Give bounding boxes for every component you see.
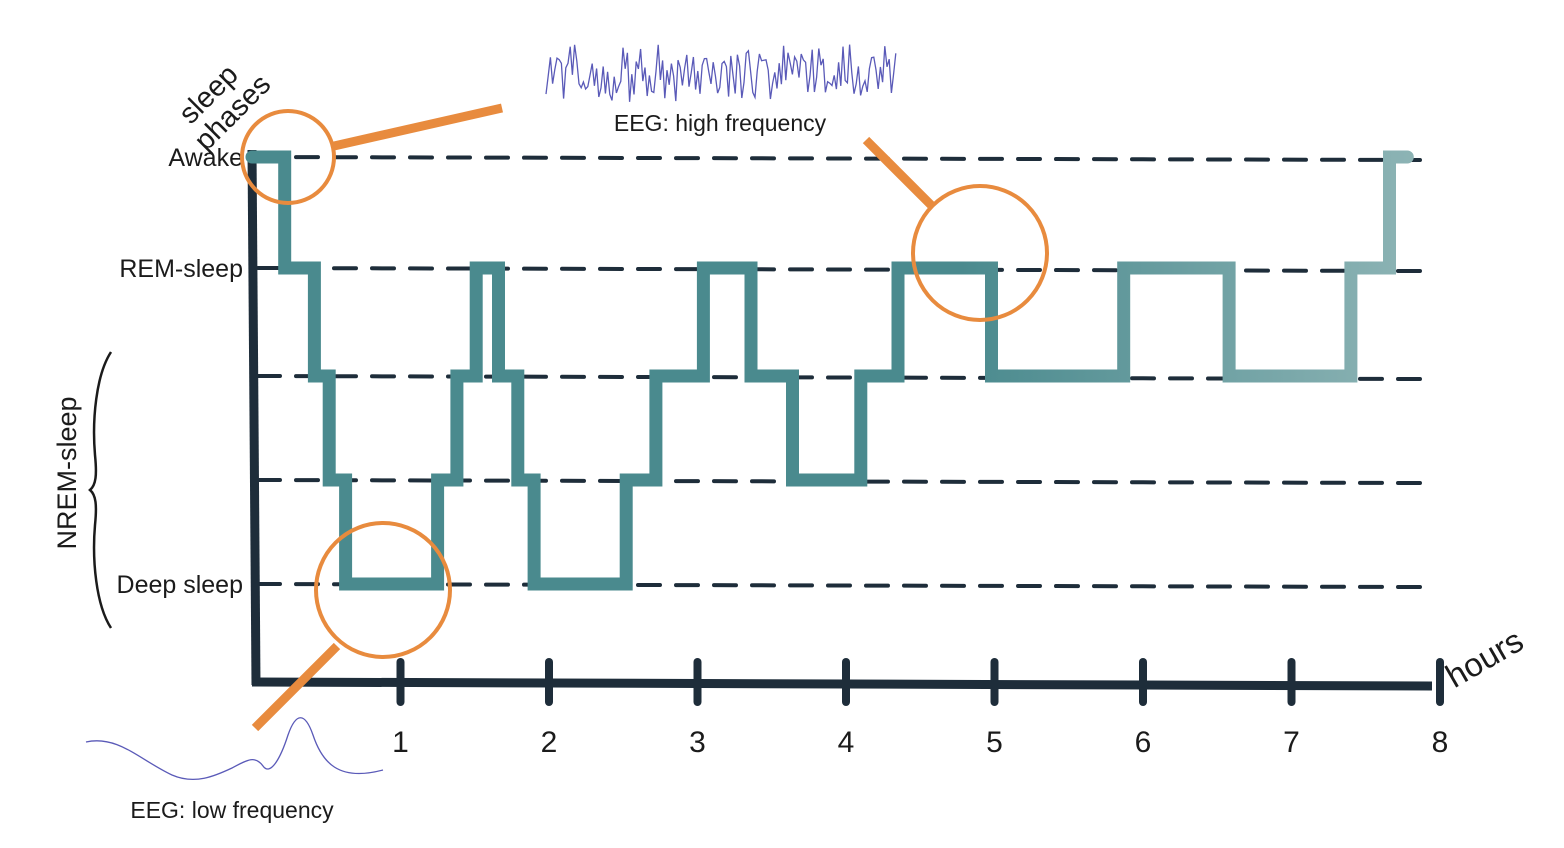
x-tick-label: 5: [986, 726, 1003, 759]
x-tick-label: 4: [838, 726, 855, 759]
hypnogram-line: [245, 150, 1414, 591]
x-tick-label: 2: [541, 726, 558, 759]
eeg-high-frequency-wave: [545, 44, 897, 102]
awake-highlight-circle: [240, 109, 336, 205]
y-axis: [247, 149, 261, 686]
eeg-low-frequency-label: EEG: low frequency: [130, 797, 334, 823]
eeg-high-frequency-label: EEG: high frequency: [614, 110, 827, 136]
x-ticks: 1 2 3 4 5 6 7 8: [392, 658, 1449, 759]
highlight-markers: [240, 103, 1049, 732]
x-tick-label: 6: [1135, 726, 1152, 759]
nrem-brace: [88, 351, 113, 629]
stage-label: REM-sleep: [119, 255, 243, 283]
x-tick-label: 3: [689, 726, 706, 759]
axes: 1 2 3 4 5 6 7 8: [247, 149, 1449, 759]
y-axis-title: sleep phases: [167, 47, 277, 157]
stage-label: Awake: [168, 144, 243, 172]
nrem-sleep-label: NREM-sleep: [52, 396, 82, 549]
stage-gridline: [256, 155, 1422, 162]
eeg-low-frequency-wave: [85, 717, 384, 781]
rem-highlight-connector: [862, 136, 935, 209]
deep-sleep-highlight-connector: [251, 642, 341, 732]
x-axis-title: hours: [1439, 621, 1529, 694]
x-tick-label: 7: [1283, 726, 1300, 759]
x-tick-label: 1: [392, 726, 409, 759]
awake-highlight-connector: [333, 103, 503, 151]
stage-label: Deep sleep: [117, 571, 243, 599]
stage-gridline: [256, 266, 1422, 273]
x-tick-label: 8: [1432, 726, 1449, 759]
stage-labels: Awake REM-sleep Deep sleep: [117, 144, 243, 599]
deep-sleep-highlight-circle: [314, 521, 452, 659]
rem-highlight-circle: [911, 184, 1049, 322]
